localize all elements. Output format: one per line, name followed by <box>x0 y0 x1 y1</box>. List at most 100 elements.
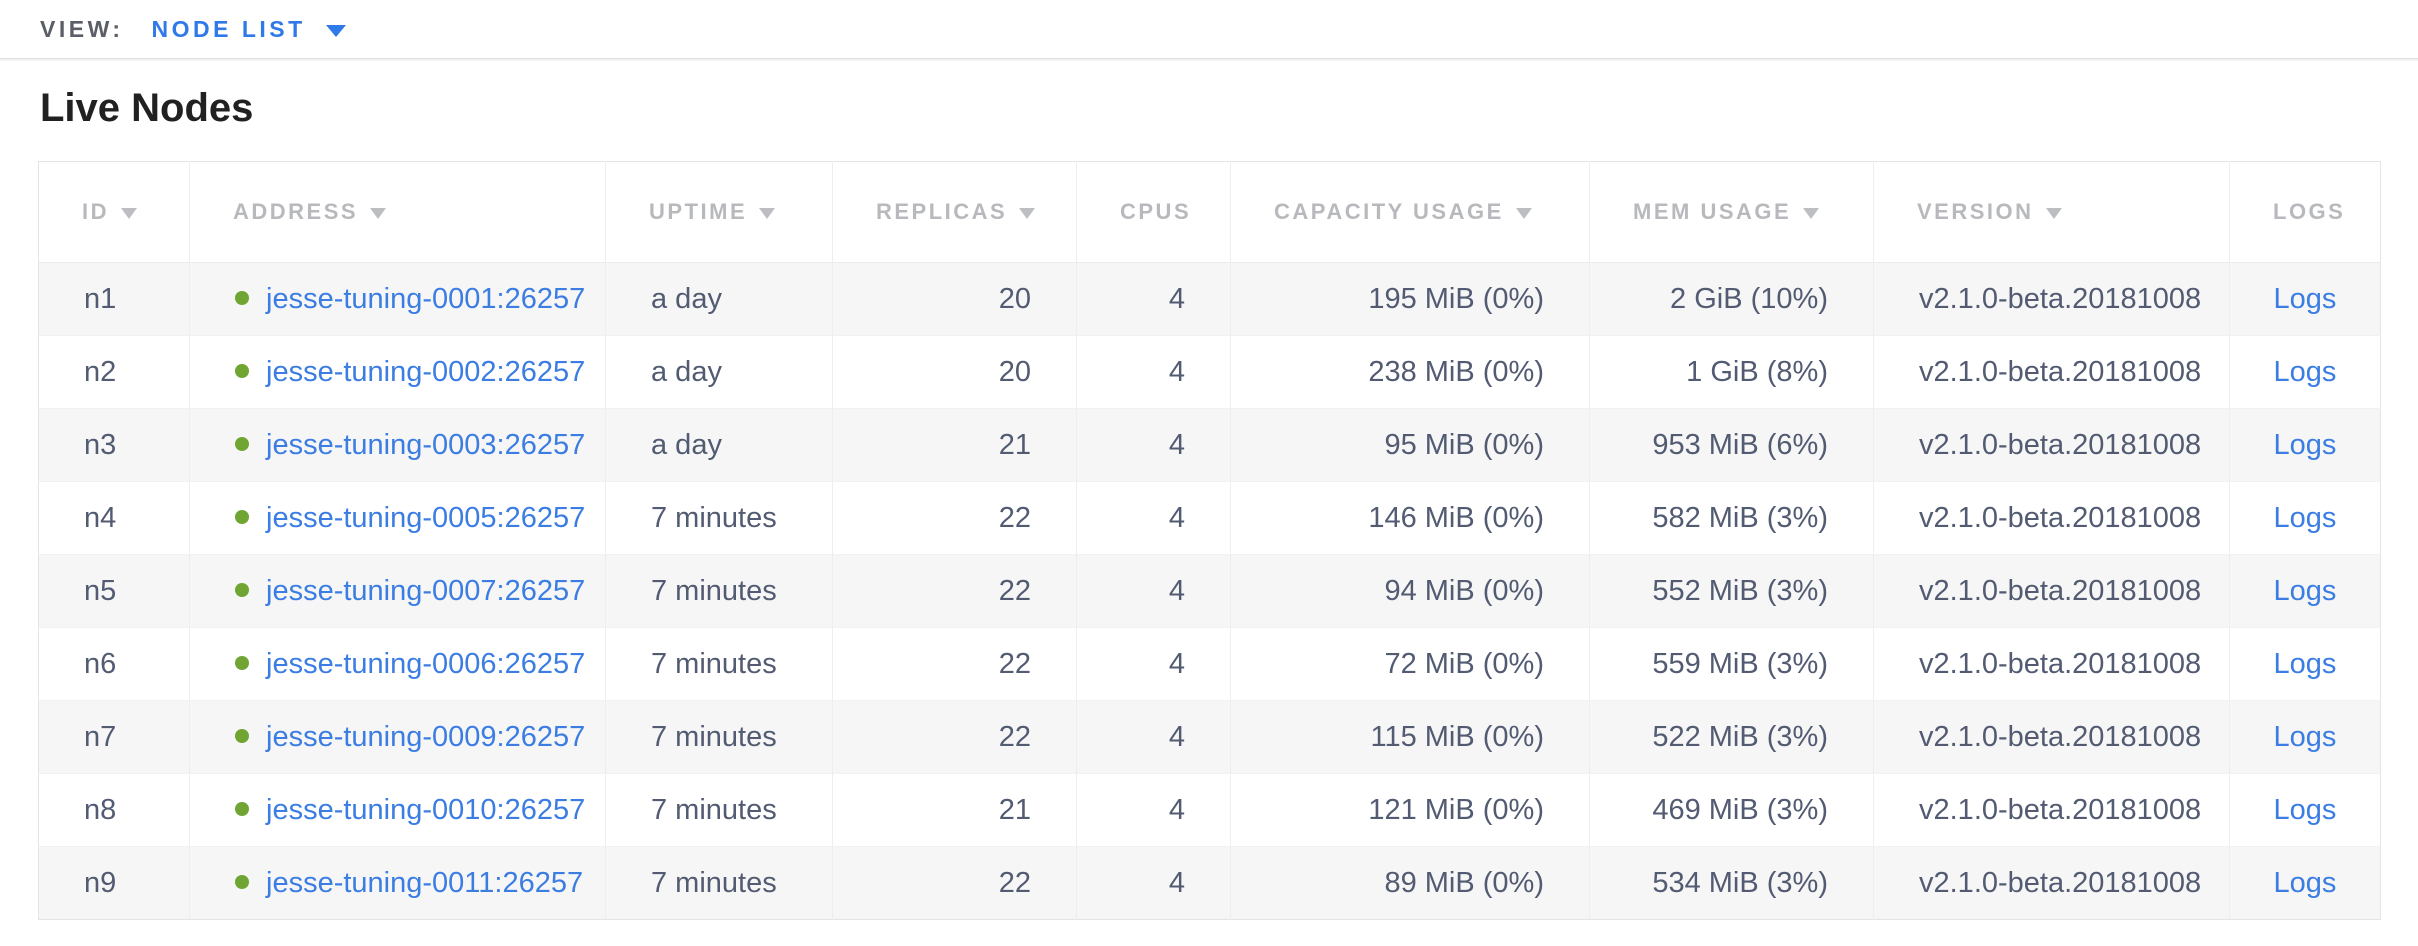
column-header-uptime[interactable]: UPTIME <box>605 161 833 263</box>
cell-version: v2.1.0-beta.20181008 <box>1873 700 2230 774</box>
column-header-version[interactable]: VERSION <box>1873 161 2230 263</box>
table-row: n4 jesse-tuning-0005:26257 7 minutes 22 4 146… <box>38 481 2381 555</box>
table-body: n1 jesse-tuning-0001:26257 a day 20 4 195 MiB… <box>38 262 2381 920</box>
cell-id: n4 <box>38 481 190 555</box>
cell-uptime: 7 minutes <box>605 481 833 555</box>
view-mode-selected-value: NODE LIST <box>151 15 306 42</box>
cell-capacity: 115 MiB (0%) <box>1230 700 1590 774</box>
cell-logs: Logs <box>2229 846 2381 920</box>
cell-replicas: 22 <box>832 481 1077 555</box>
cell-address: jesse-tuning-0001:26257 <box>189 262 606 336</box>
node-address-link[interactable]: jesse-tuning-0007:26257 <box>266 574 586 607</box>
logs-link[interactable]: Logs <box>2273 574 2337 607</box>
cell-value: 94 MiB (0%) <box>1384 574 1544 607</box>
table-header-row: ID ADDRESS UPTIME REPLICAS CPUS CAPACITY USAG… <box>38 161 2381 263</box>
table-header: ID ADDRESS UPTIME REPLICAS CPUS CAPACITY USAG… <box>38 161 2381 263</box>
cell-value: v2.1.0-beta.20181008 <box>1919 720 2202 753</box>
cell-capacity: 195 MiB (0%) <box>1230 262 1590 336</box>
node-address-link[interactable]: jesse-tuning-0009:26257 <box>266 720 586 753</box>
cell-cpus: 4 <box>1076 408 1231 482</box>
cell-id: n8 <box>38 773 190 847</box>
cell-value: n6 <box>84 647 117 680</box>
cell-value: 22 <box>998 866 1031 899</box>
node-address-link[interactable]: jesse-tuning-0002:26257 <box>266 355 586 388</box>
cell-address: jesse-tuning-0007:26257 <box>189 554 606 628</box>
logs-link[interactable]: Logs <box>2273 793 2337 826</box>
cell-mem: 552 MiB (3%) <box>1589 554 1874 628</box>
sort-arrow-icon <box>1019 208 1036 219</box>
cell-value: 7 minutes <box>651 720 777 753</box>
cell-version: v2.1.0-beta.20181008 <box>1873 408 2230 482</box>
table-row: n8 jesse-tuning-0010:26257 7 minutes 21 4 121… <box>38 773 2381 847</box>
cell-replicas: 22 <box>832 700 1077 774</box>
cell-value: 4 <box>1168 355 1185 388</box>
cell-value: 7 minutes <box>651 866 777 899</box>
cell-logs: Logs <box>2229 481 2381 555</box>
cell-value: 4 <box>1168 866 1185 899</box>
cell-address: jesse-tuning-0010:26257 <box>189 773 606 847</box>
column-header-replicas[interactable]: REPLICAS <box>832 161 1077 263</box>
cell-value: 4 <box>1168 282 1185 315</box>
cell-value: 4 <box>1168 428 1185 461</box>
cell-address: jesse-tuning-0006:26257 <box>189 627 606 701</box>
cell-capacity: 238 MiB (0%) <box>1230 335 1590 409</box>
cell-value: 121 MiB (0%) <box>1368 793 1544 826</box>
cell-uptime: a day <box>605 262 833 336</box>
node-live-status-icon <box>235 436 249 451</box>
cell-mem: 522 MiB (3%) <box>1589 700 1874 774</box>
cell-value: 95 MiB (0%) <box>1384 428 1544 461</box>
view-bar: VIEW: NODE LIST <box>0 0 2418 59</box>
cell-value: 1 GiB (8%) <box>1686 355 1828 388</box>
column-header-mem[interactable]: MEM USAGE <box>1589 161 1874 263</box>
logs-link[interactable]: Logs <box>2273 355 2337 388</box>
cell-uptime: 7 minutes <box>605 846 833 920</box>
cell-replicas: 21 <box>832 408 1077 482</box>
cell-value: v2.1.0-beta.20181008 <box>1919 355 2202 388</box>
column-header-id[interactable]: ID <box>38 161 190 263</box>
view-mode-dropdown[interactable]: NODE LIST <box>152 16 346 43</box>
cell-value: 195 MiB (0%) <box>1368 282 1544 315</box>
cell-address: jesse-tuning-0003:26257 <box>189 408 606 482</box>
column-header-address[interactable]: ADDRESS <box>189 161 606 263</box>
cell-value: v2.1.0-beta.20181008 <box>1919 793 2202 826</box>
table-row: n3 jesse-tuning-0003:26257 a day 21 4 95 MiB … <box>38 408 2381 482</box>
logs-link[interactable]: Logs <box>2273 647 2337 680</box>
logs-link[interactable]: Logs <box>2273 428 2337 461</box>
cell-mem: 534 MiB (3%) <box>1589 846 1874 920</box>
cell-cpus: 4 <box>1076 773 1231 847</box>
logs-link[interactable]: Logs <box>2273 720 2337 753</box>
cell-value: 7 minutes <box>651 793 777 826</box>
cell-replicas: 20 <box>832 262 1077 336</box>
node-address-link[interactable]: jesse-tuning-0010:26257 <box>266 793 586 826</box>
live-nodes-table: ID ADDRESS UPTIME REPLICAS CPUS CAPACITY USAG… <box>38 161 2381 920</box>
logs-link[interactable]: Logs <box>2273 501 2337 534</box>
logs-link[interactable]: Logs <box>2273 866 2337 899</box>
column-header-label: ID <box>82 199 109 224</box>
cell-replicas: 22 <box>832 846 1077 920</box>
cell-logs: Logs <box>2229 408 2381 482</box>
cell-value: 7 minutes <box>651 574 777 607</box>
node-address-link[interactable]: jesse-tuning-0006:26257 <box>266 647 586 680</box>
sort-arrow-icon <box>121 208 137 219</box>
cell-value: a day <box>651 355 722 388</box>
node-address-link[interactable]: jesse-tuning-0011:26257 <box>266 866 584 899</box>
cell-version: v2.1.0-beta.20181008 <box>1873 481 2230 555</box>
node-address-link[interactable]: jesse-tuning-0005:26257 <box>266 501 586 534</box>
cell-value: 2 GiB (10%) <box>1670 282 1828 315</box>
cell-value: 22 <box>998 720 1031 753</box>
chevron-down-icon <box>325 24 346 37</box>
cell-address: jesse-tuning-0011:26257 <box>189 846 606 920</box>
cell-value: n3 <box>84 428 117 461</box>
table-row: n5 jesse-tuning-0007:26257 7 minutes 22 4 94 … <box>38 554 2381 628</box>
node-address-link[interactable]: jesse-tuning-0001:26257 <box>266 282 586 315</box>
cell-logs: Logs <box>2229 554 2381 628</box>
column-header-label: REPLICAS <box>876 199 1008 224</box>
cell-version: v2.1.0-beta.20181008 <box>1873 627 2230 701</box>
node-address-link[interactable]: jesse-tuning-0003:26257 <box>266 428 586 461</box>
cell-value: 522 MiB (3%) <box>1652 720 1828 753</box>
cell-replicas: 22 <box>832 627 1077 701</box>
logs-link[interactable]: Logs <box>2273 282 2337 315</box>
column-header-logs: LOGS <box>2229 161 2381 263</box>
column-header-capacity[interactable]: CAPACITY USAGE <box>1230 161 1590 263</box>
cell-uptime: 7 minutes <box>605 627 833 701</box>
